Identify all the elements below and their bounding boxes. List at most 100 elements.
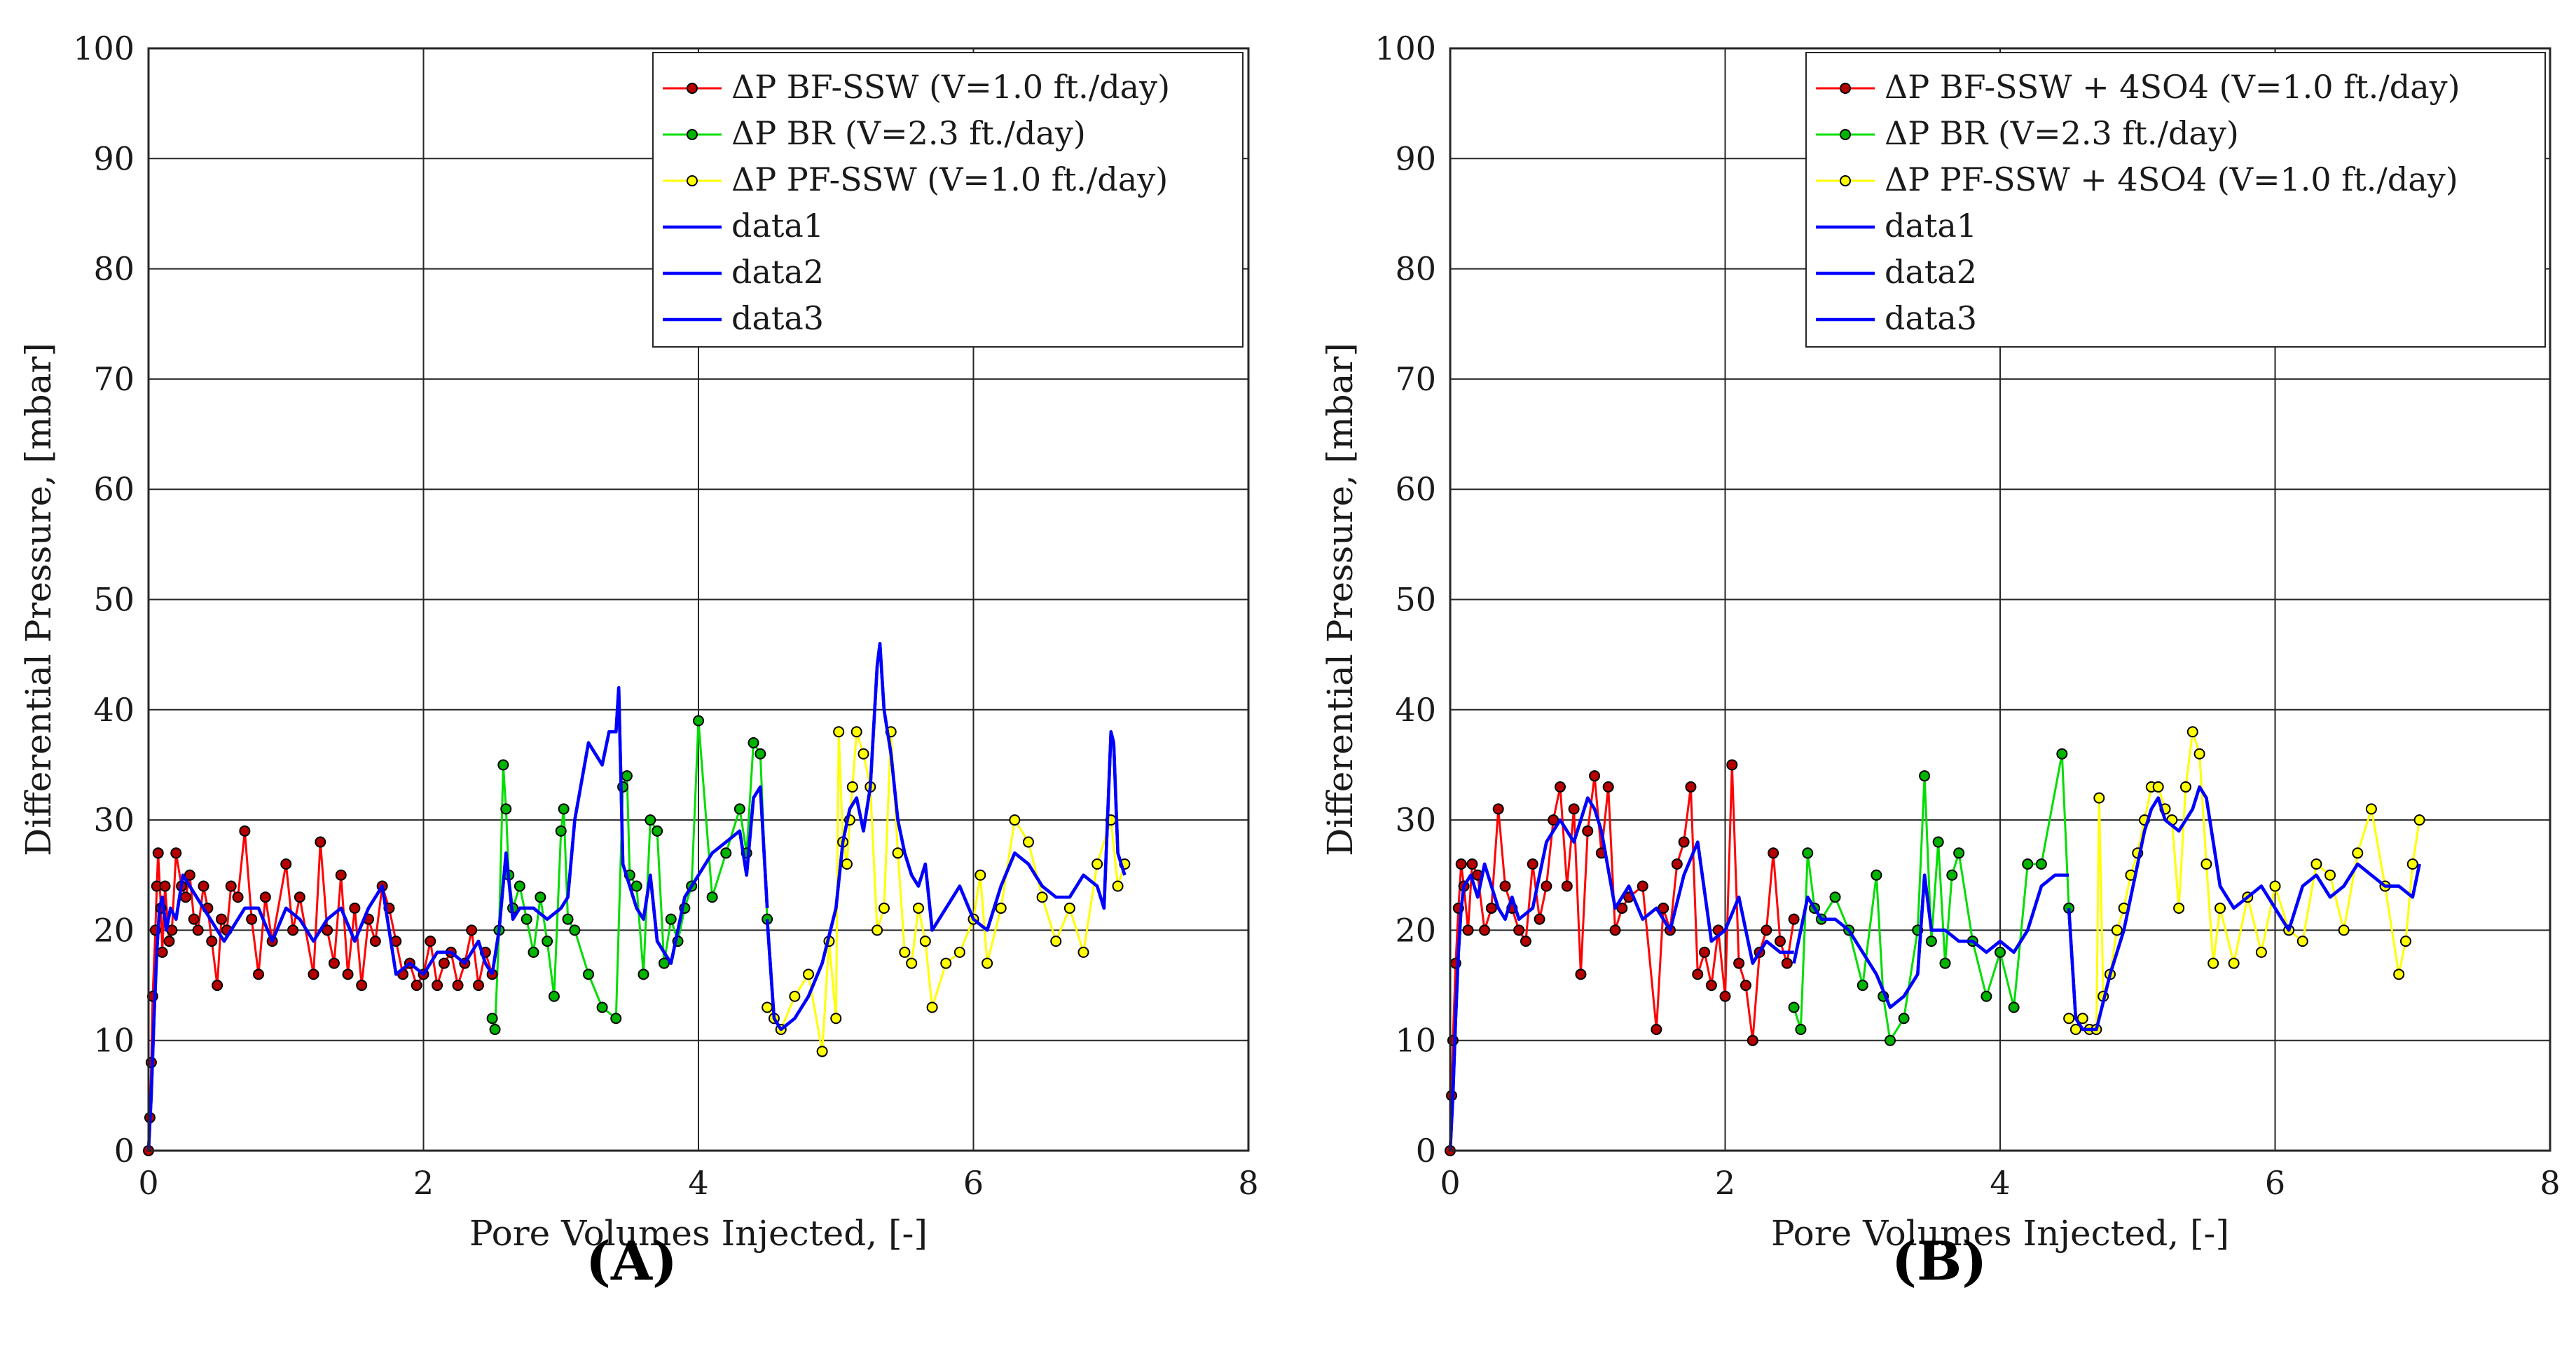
legend-entry-2: ΔP PF-SSW (V=1.0 ft./day) (731, 160, 1168, 198)
x-tick-label: 6 (2265, 1164, 2285, 1202)
data-point (212, 980, 223, 992)
data-point (548, 990, 560, 1002)
y-tick-label: 0 (114, 1132, 135, 1170)
data-point (1726, 759, 1738, 771)
data-point (1981, 990, 1992, 1002)
data-point (2200, 858, 2212, 870)
y-tick-label: 10 (93, 1022, 135, 1060)
data-point (562, 913, 574, 925)
data-point (1871, 869, 1882, 881)
data-point (748, 737, 759, 748)
data-point (1781, 957, 1793, 969)
data-point (280, 858, 292, 870)
series-line-top-3 (146, 873, 494, 1151)
y-tick-label: 80 (1395, 250, 1436, 288)
legend-marker (687, 175, 698, 186)
data-point (159, 880, 171, 892)
series-line-top-4 (1792, 873, 2069, 1009)
y-axis-label: Differential Pressure, [mbar] (18, 343, 59, 856)
y-tick-label: 70 (93, 360, 135, 398)
data-point (466, 924, 478, 936)
data-point (2324, 869, 2336, 881)
legend-entry-4: data2 (731, 253, 824, 291)
y-tick-label: 70 (1395, 360, 1436, 398)
data-point (1775, 936, 1786, 947)
data-point (841, 858, 853, 870)
data-point (926, 1001, 938, 1013)
data-point (452, 980, 464, 992)
data-point (1637, 880, 1648, 892)
data-point (1733, 957, 1745, 969)
y-tick-label: 90 (1395, 139, 1436, 177)
x-tick-label: 4 (688, 1164, 708, 1202)
data-point (1050, 936, 1062, 947)
data-point (308, 968, 319, 980)
data-point (1609, 924, 1621, 936)
data-point (2352, 847, 2364, 859)
data-point (239, 825, 251, 837)
y-tick-label: 30 (1395, 801, 1436, 839)
data-point (913, 902, 924, 914)
y-tick-label: 60 (93, 470, 135, 508)
data-point (1091, 858, 1103, 870)
data-point (1761, 924, 1772, 936)
data-point (1520, 936, 1531, 947)
data-point (528, 946, 539, 958)
x-tick-label: 2 (1715, 1164, 1735, 1202)
y-tick-label: 100 (1375, 29, 1436, 67)
y-tick-label: 20 (93, 911, 135, 949)
data-point (1795, 1023, 1807, 1035)
data-point (1768, 847, 1779, 859)
data-point (535, 891, 546, 903)
legend-entry-0: ΔP BF-SSW (V=1.0 ft./day) (731, 68, 1170, 106)
data-point (232, 891, 244, 903)
data-point (1671, 858, 1683, 870)
panel-label-b: (B) (1892, 1230, 1988, 1292)
data-point (259, 891, 271, 903)
axes-box (147, 47, 1250, 1152)
legend-marker (687, 129, 698, 140)
data-point (192, 924, 204, 936)
data-point (2173, 902, 2185, 914)
series-line-top-3 (1448, 796, 1794, 1151)
data-point (789, 990, 801, 1002)
data-point (892, 847, 904, 859)
data-point (163, 936, 175, 947)
data-point (1455, 858, 1467, 870)
y-axis-label: Differential Pressure, [mbar] (1320, 343, 1361, 856)
data-point (2215, 902, 2226, 914)
data-point (1857, 980, 1868, 992)
legend-entry-1: ΔP BR (V=2.3 ft./day) (731, 114, 1086, 152)
data-point (1939, 957, 1951, 969)
data-point (1802, 847, 1814, 859)
data-point (755, 748, 766, 760)
data-point (253, 968, 264, 980)
data-point (878, 902, 890, 914)
data-point (1885, 1034, 1896, 1046)
data-point (720, 847, 732, 859)
legend-box (652, 52, 1244, 348)
data-point (2056, 748, 2068, 760)
y-tick-label: 50 (1395, 581, 1436, 619)
data-point (1568, 803, 1580, 815)
data-point (356, 980, 368, 992)
x-axis-label: Pore Volumes Injected, [-] (469, 1213, 928, 1254)
data-point (1925, 936, 1937, 947)
data-point (2365, 803, 2377, 815)
data-point (857, 748, 869, 760)
data-point (638, 968, 649, 980)
data-point (1651, 1023, 1662, 1035)
data-point (170, 847, 182, 859)
x-tick-label: 0 (1440, 1164, 1460, 1202)
series-line-top-5 (2067, 785, 2421, 1032)
data-point (2207, 957, 2219, 969)
data-point (1678, 836, 1690, 848)
data-point (2063, 1013, 2075, 1025)
data-point (335, 869, 347, 881)
data-point (1575, 968, 1587, 980)
data-point (1705, 980, 1717, 992)
data-point (1077, 946, 1089, 958)
data-point (514, 880, 525, 892)
data-point (1466, 858, 1478, 870)
